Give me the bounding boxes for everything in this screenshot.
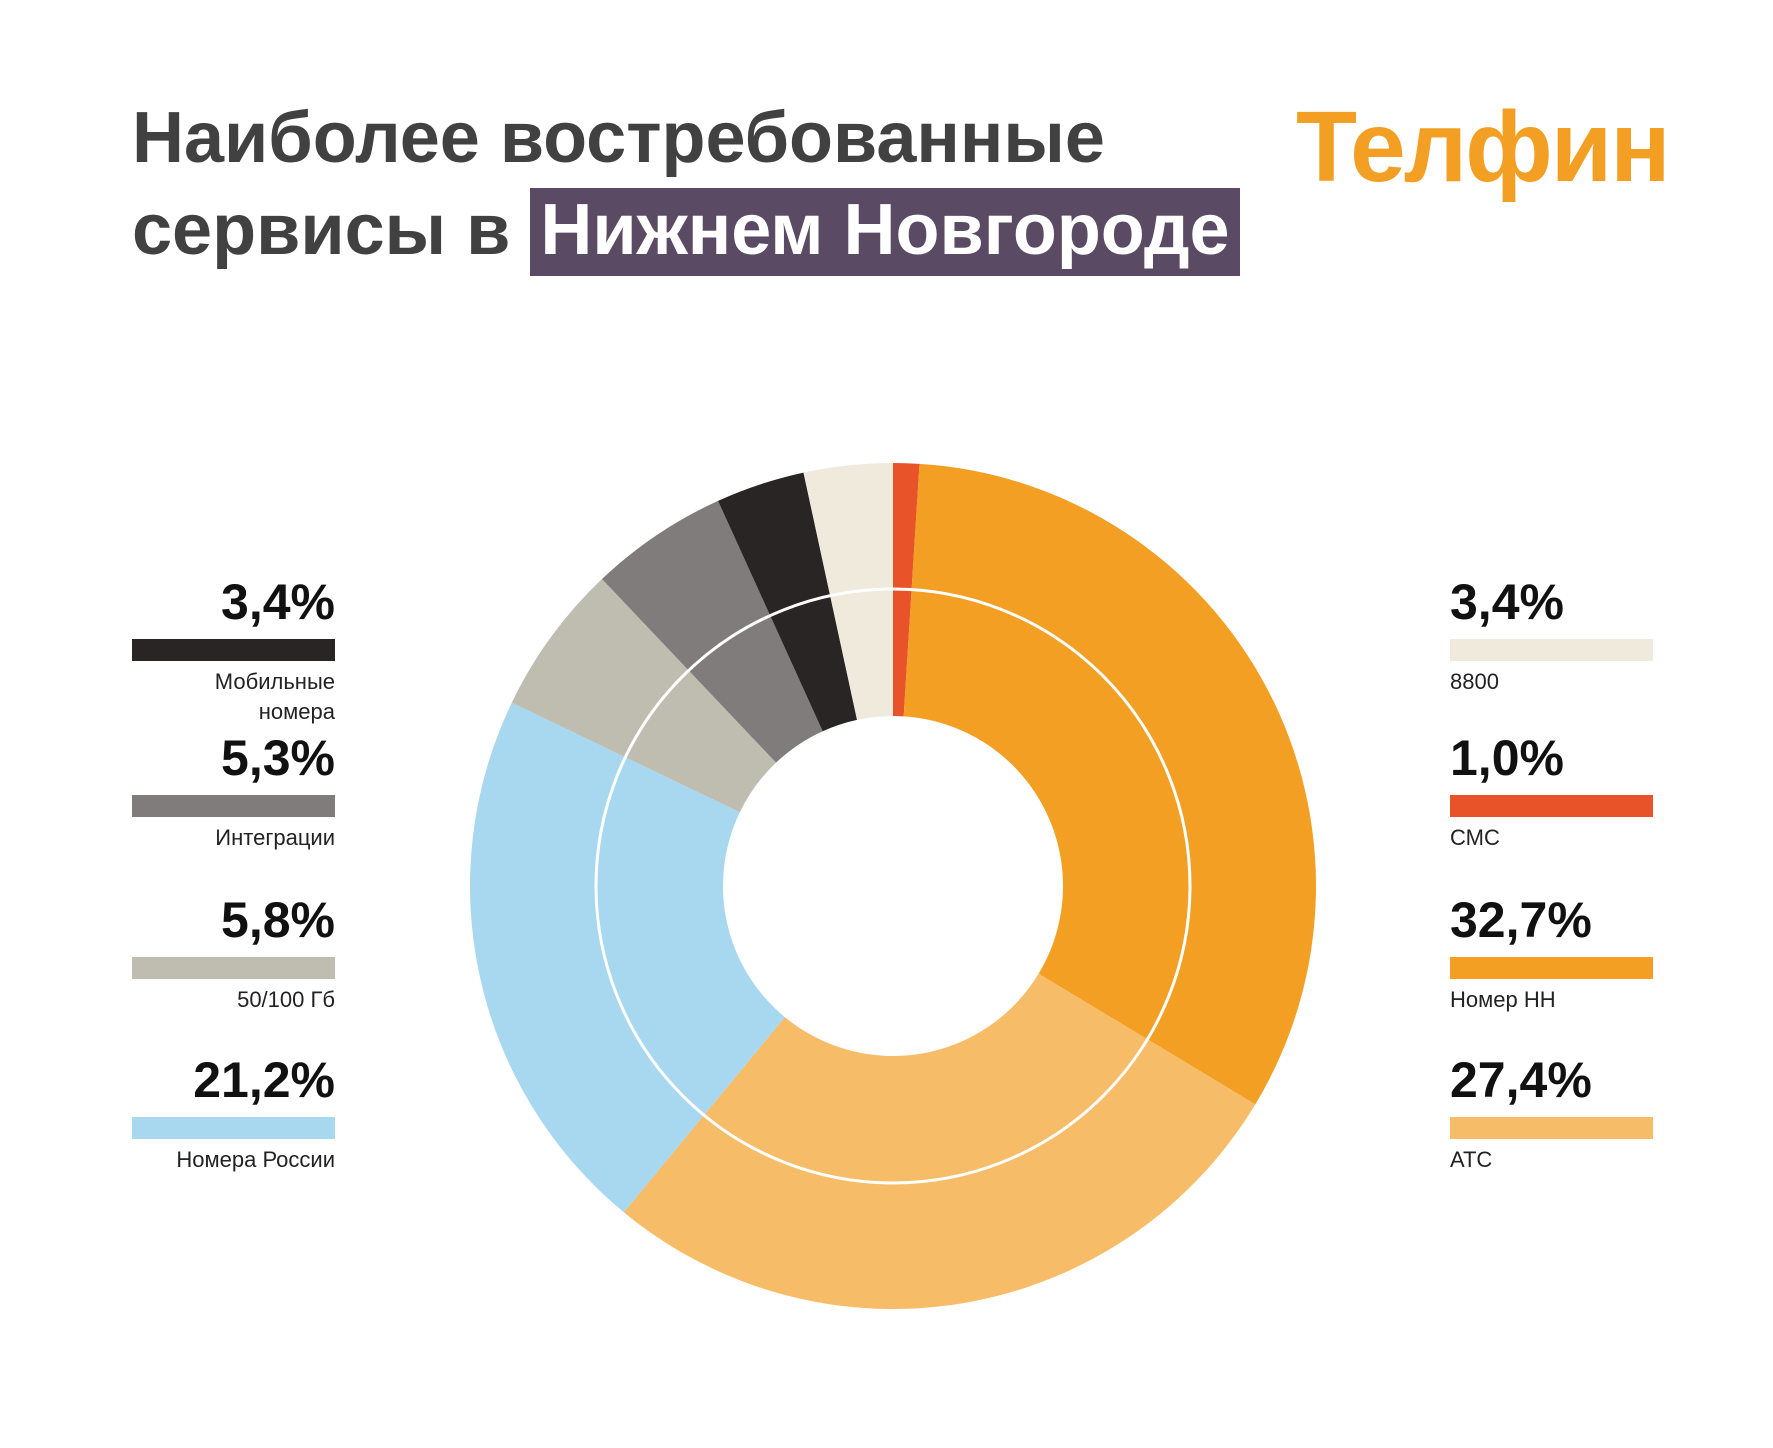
- legend-swatch: [132, 639, 335, 661]
- legend-item-right-1: 1,0% СМС: [1450, 731, 1653, 853]
- title-prefix: сервисы в: [132, 190, 511, 270]
- legend-item-left-1: 5,3% Интеграции: [132, 731, 335, 853]
- legend-value: 5,3%: [221, 730, 335, 786]
- chart-title: Наиболее востребованные сервисы в Нижнем…: [132, 92, 1240, 276]
- legend-value: 1,0%: [1450, 730, 1564, 786]
- legend-swatch: [132, 957, 335, 979]
- telfin-logo: Телфин: [1296, 91, 1671, 203]
- donut-slice-6: [718, 472, 858, 732]
- legend-item-left-3: 21,2% Номера России: [132, 1053, 335, 1175]
- legend-label: АТС: [1450, 1147, 1493, 1172]
- legend-value: 21,2%: [193, 1052, 335, 1108]
- title-line-1: Наиболее востребованные: [132, 98, 1105, 178]
- donut-slice-4: [511, 579, 777, 813]
- legend-item-right-3: 27,4% АТС: [1450, 1053, 1653, 1175]
- legend-value: 32,7%: [1450, 892, 1592, 948]
- legend-value: 3,4%: [1450, 574, 1564, 630]
- legend-label: Номера России: [176, 1147, 335, 1172]
- donut-slice-2: [623, 973, 1256, 1309]
- legend-label: Номер НН: [1450, 987, 1556, 1012]
- legend-swatch: [132, 795, 335, 817]
- legend-label: 8800: [1450, 669, 1499, 694]
- donut-slices: [470, 463, 1316, 1309]
- donut-slice-1: [903, 463, 1316, 1105]
- legend-item-right-0: 3,4% 8800: [1450, 575, 1653, 697]
- legend-swatch: [1450, 1117, 1653, 1139]
- legend-item-left-2: 5,8% 50/100 Гб: [132, 893, 335, 1015]
- legend-label: 50/100 Гб: [237, 987, 335, 1012]
- legend-value: 3,4%: [221, 574, 335, 630]
- legend-item-left-0: 3,4% Мобильные номера: [132, 575, 335, 727]
- legend-label: Мобильные номера: [214, 669, 335, 724]
- legend-swatch: [1450, 795, 1653, 817]
- legend-value: 27,4%: [1450, 1052, 1592, 1108]
- legend-swatch: [1450, 957, 1653, 979]
- legend-item-right-2: 32,7% Номер НН: [1450, 893, 1653, 1015]
- legend-label: СМС: [1450, 825, 1500, 850]
- legend-label: Интеграции: [215, 825, 335, 850]
- donut-slice-3: [470, 702, 785, 1213]
- title-highlight: Нижнем Новгороде: [530, 188, 1240, 276]
- legend-value: 5,8%: [221, 892, 335, 948]
- legend-swatch: [132, 1117, 335, 1139]
- inner-ring-divider: [594, 587, 1192, 1185]
- title-line-2: сервисы в Нижнем Новгороде: [132, 184, 1240, 276]
- donut-slice-5: [601, 500, 823, 763]
- legend-swatch: [1450, 639, 1653, 661]
